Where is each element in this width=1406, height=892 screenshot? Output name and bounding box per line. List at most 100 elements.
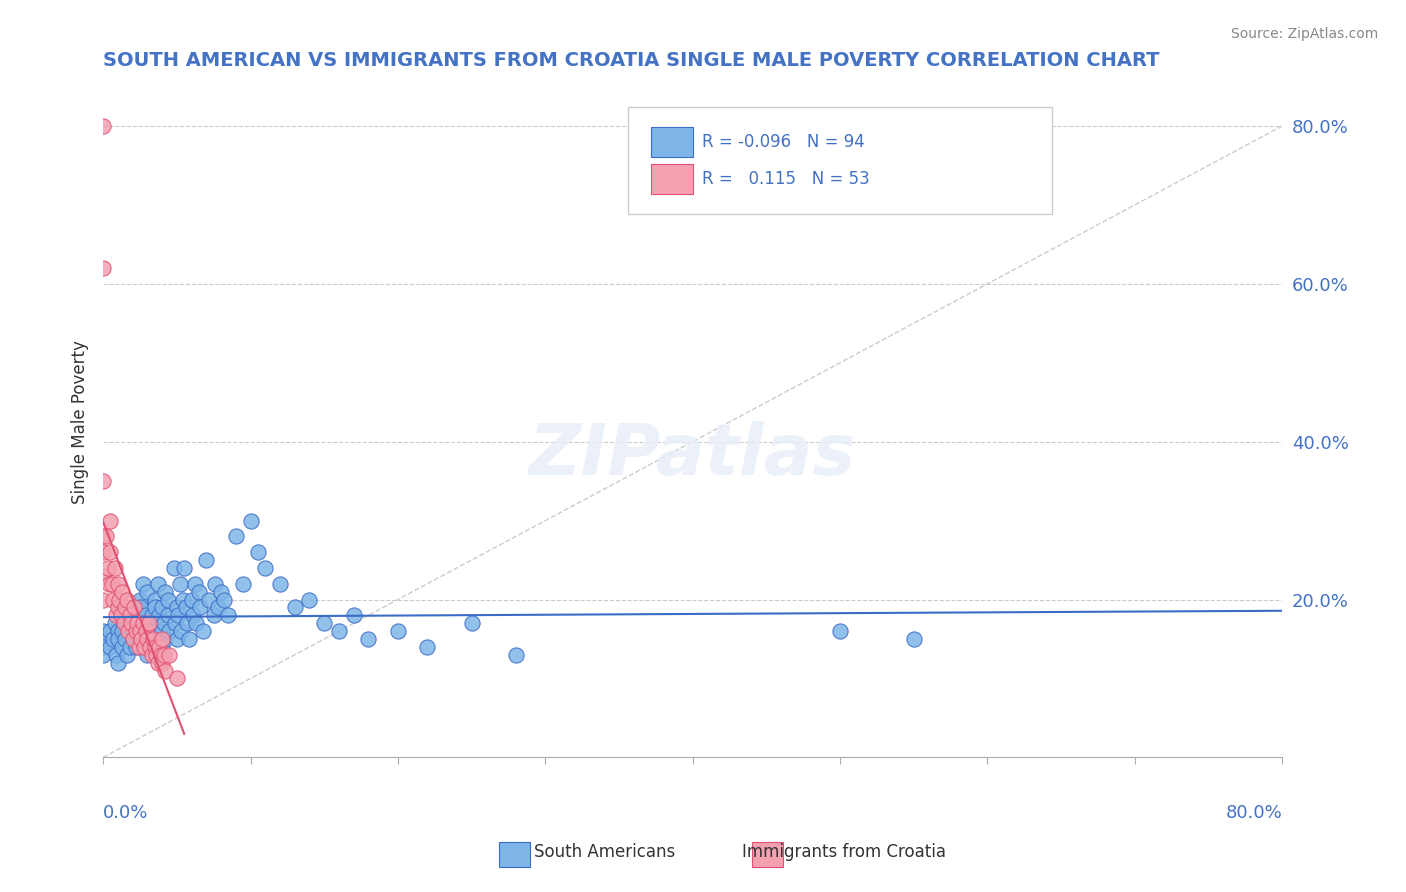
Point	[163, 561, 186, 575]
Point	[153, 664, 176, 678]
Text: SOUTH AMERICAN VS IMMIGRANTS FROM CROATIA SINGLE MALE POVERTY CORRELATION CHART: SOUTH AMERICAN VS IMMIGRANTS FROM CROATI…	[103, 51, 1160, 70]
Point	[343, 608, 366, 623]
Point	[193, 624, 215, 639]
Point	[143, 592, 166, 607]
Point	[105, 608, 128, 623]
Point	[143, 640, 166, 654]
Point	[120, 616, 142, 631]
Point	[156, 592, 179, 607]
Point	[225, 529, 247, 543]
Point	[269, 576, 291, 591]
Point	[328, 624, 350, 639]
Point	[114, 632, 136, 646]
Point	[207, 600, 229, 615]
Point	[129, 592, 152, 607]
Point	[91, 648, 114, 662]
Point	[124, 640, 146, 654]
Point	[141, 608, 163, 623]
Point	[94, 529, 117, 543]
Point	[143, 600, 166, 615]
Point	[107, 576, 129, 591]
Point	[156, 608, 179, 623]
Point	[903, 632, 925, 646]
Point	[107, 600, 129, 615]
Text: R =   0.115   N = 53: R = 0.115 N = 53	[702, 170, 870, 188]
Point	[460, 616, 482, 631]
Point	[172, 592, 194, 607]
Point	[111, 584, 134, 599]
Text: South Americans: South Americans	[534, 843, 675, 861]
Point	[166, 632, 188, 646]
Point	[202, 608, 225, 623]
FancyBboxPatch shape	[628, 107, 1052, 214]
Point	[96, 561, 118, 575]
Point	[198, 592, 221, 607]
Point	[153, 584, 176, 599]
Text: Source: ZipAtlas.com: Source: ZipAtlas.com	[1230, 27, 1378, 41]
Point	[254, 561, 277, 575]
Point	[103, 632, 125, 646]
Point	[115, 592, 138, 607]
Point	[150, 624, 173, 639]
Point	[91, 632, 114, 646]
Point	[91, 119, 114, 133]
Point	[190, 600, 212, 615]
Point	[153, 632, 176, 646]
Point	[117, 624, 139, 639]
Point	[143, 624, 166, 639]
Point	[107, 632, 129, 646]
Point	[204, 576, 226, 591]
Point	[314, 616, 336, 631]
Point	[98, 576, 121, 591]
Point	[166, 672, 188, 686]
Point	[121, 608, 143, 623]
Point	[134, 640, 156, 654]
Point	[91, 624, 114, 639]
Point	[136, 632, 159, 646]
Point	[108, 592, 131, 607]
Point	[114, 616, 136, 631]
Point	[183, 576, 205, 591]
Text: Immigrants from Croatia: Immigrants from Croatia	[741, 843, 946, 861]
Point	[187, 584, 209, 599]
Point	[124, 624, 146, 639]
Point	[150, 632, 173, 646]
Point	[416, 640, 439, 654]
Point	[114, 600, 136, 615]
Point	[146, 576, 169, 591]
Point	[131, 632, 153, 646]
Point	[91, 640, 114, 654]
Text: 80.0%: 80.0%	[1226, 805, 1282, 822]
Point	[107, 656, 129, 670]
Point	[131, 616, 153, 631]
Point	[128, 640, 150, 654]
Point	[100, 514, 122, 528]
Point	[91, 261, 114, 276]
Point	[149, 648, 172, 662]
Point	[104, 561, 127, 575]
Point	[146, 656, 169, 670]
Point	[118, 608, 141, 623]
Point	[112, 616, 135, 631]
Point	[165, 616, 187, 631]
Y-axis label: Single Male Poverty: Single Male Poverty	[72, 340, 89, 504]
Point	[125, 616, 148, 631]
Point	[212, 592, 235, 607]
Point	[148, 608, 170, 623]
Point	[135, 624, 157, 639]
Point	[150, 656, 173, 670]
Point	[145, 648, 167, 662]
Point	[91, 569, 114, 583]
Point	[152, 648, 174, 662]
Point	[357, 632, 380, 646]
Point	[174, 600, 197, 615]
Point	[152, 616, 174, 631]
Point	[167, 608, 190, 623]
Point	[298, 592, 321, 607]
Point	[136, 648, 159, 662]
Point	[139, 616, 162, 631]
Point	[91, 529, 114, 543]
Point	[135, 608, 157, 623]
Point	[122, 632, 145, 646]
Point	[105, 648, 128, 662]
